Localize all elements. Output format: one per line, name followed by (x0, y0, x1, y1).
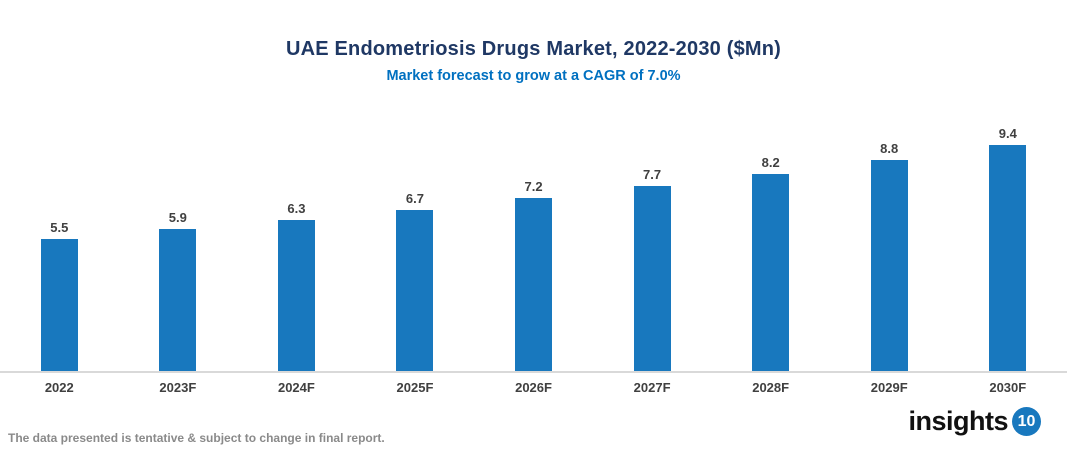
bar (277, 219, 315, 371)
x-axis: 2022 2023F 2024F 2025F 2026F 2027F 2028F 2029F 2… (0, 373, 1067, 395)
chart-title: UAE Endometriosis Drugs Market, 2022-203… (285, 38, 782, 60)
bar-column: 8.8 (830, 117, 949, 371)
bar-chart-plot-area: 5.5 5.9 6.3 6.7 7.2 7.7 8.2 8.8 9.4 (0, 117, 1067, 373)
bar (633, 186, 671, 371)
bar-column: 7.7 (593, 117, 712, 371)
insights10-logo: insights 10 (908, 406, 1041, 437)
bar-column: 5.9 (119, 117, 238, 371)
bar-column: 6.3 (237, 117, 356, 371)
chart-subtitle: Market forecast to grow at a CAGR of 7.0… (386, 68, 681, 84)
bar-value-label: 6.3 (287, 200, 306, 216)
x-axis-label: 2025F (396, 380, 434, 395)
x-axis-label: 2022 (44, 380, 74, 395)
bar (159, 229, 197, 371)
x-axis-label: 2029F (870, 380, 908, 395)
x-axis-label: 2027F (633, 380, 671, 395)
bar-value-label: 7.7 (643, 167, 662, 183)
bar-column: 9.4 (949, 117, 1067, 371)
bar (396, 210, 434, 371)
x-axis-label: 2024F (277, 380, 315, 395)
x-axis-label: 2026F (515, 380, 552, 395)
bar (989, 145, 1027, 371)
bar-column: 6.7 (356, 117, 475, 371)
bar-column: 8.2 (711, 117, 830, 371)
x-axis-label: 2030F (989, 380, 1027, 395)
bar (870, 159, 908, 371)
x-axis-label: 2028F (752, 380, 790, 395)
bar (752, 174, 790, 371)
logo-badge-10: 10 (1012, 407, 1041, 436)
bar-value-label: 5.5 (50, 220, 69, 235)
footer-disclaimer: The data presented is tentative & subjec… (8, 431, 385, 445)
bar-value-label: 7.2 (524, 179, 543, 195)
x-axis-label: 2023F (159, 380, 197, 395)
logo-wordmark: insights (908, 406, 1008, 436)
bar-value-label: 8.2 (761, 155, 780, 171)
bar-column: 5.5 (0, 117, 119, 371)
bar-value-label: 9.4 (998, 126, 1017, 142)
bar (40, 239, 78, 371)
bar-value-label: 6.7 (405, 191, 424, 207)
bar-column: 7.2 (474, 117, 593, 371)
bar-value-label: 8.8 (880, 140, 899, 156)
bar (515, 198, 553, 371)
bar-value-label: 5.9 (168, 210, 187, 226)
